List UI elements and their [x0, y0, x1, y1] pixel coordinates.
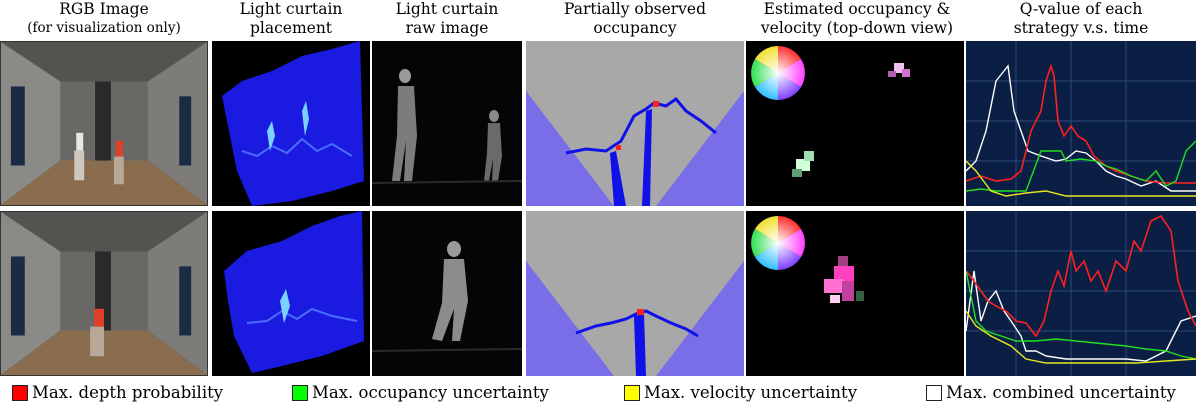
- series-green: [966, 140, 1196, 192]
- header-line1: Light curtain: [239, 0, 343, 18]
- legend-item-velocity-uncertainty: Max. velocity uncertainty: [624, 383, 857, 403]
- header-line2: raw image: [405, 19, 489, 37]
- partial-occupancy-1: [526, 41, 744, 206]
- legend-swatch-green: [292, 385, 308, 401]
- header-partially-observed: Partially observed occupancy: [526, 0, 744, 38]
- estimated-occupancy-2: [746, 211, 964, 376]
- series-white: [966, 270, 1196, 362]
- header-line1: Q-value of each: [1019, 0, 1143, 18]
- header-line1: Estimated occupancy &: [763, 0, 951, 18]
- estimated-occupancy-1: [746, 41, 964, 206]
- legend-item-combined-uncertainty: Max. combined uncertainty: [926, 383, 1176, 403]
- color-wheel-icon: [751, 216, 805, 270]
- legend-label: Max. occupancy uncertainty: [312, 383, 549, 402]
- series-yellow: [966, 310, 1196, 364]
- header-light-curtain-raw: Light curtain raw image: [372, 0, 522, 38]
- header-line2: velocity (top-down view): [760, 19, 954, 37]
- series-red: [966, 63, 1196, 184]
- rgb-image-1: [0, 41, 208, 206]
- rgb-image-2: [0, 211, 208, 376]
- header-rgb-image: RGB Image (for visualization only): [0, 0, 208, 38]
- legend-swatch-white: [926, 385, 942, 401]
- q-value-plot-2: [966, 211, 1196, 376]
- curtain-placement-1: [212, 41, 370, 206]
- header-line1: Partially observed: [563, 0, 707, 18]
- curtain-raw-1: [372, 41, 522, 206]
- legend-item-occupancy-uncertainty: Max. occupancy uncertainty: [292, 383, 549, 403]
- series-green: [966, 270, 1196, 360]
- header-line2: strategy v.s. time: [1013, 19, 1149, 37]
- header-line2: occupancy: [593, 19, 677, 37]
- series-white: [966, 64, 1196, 192]
- legend-swatch-yellow: [624, 385, 640, 401]
- legend-label: Max. velocity uncertainty: [644, 383, 858, 402]
- legend-label: Max. combined uncertainty: [946, 383, 1176, 402]
- header-q-value: Q-value of each strategy v.s. time: [966, 0, 1196, 38]
- series-red: [966, 214, 1196, 338]
- header-line1: RGB Image: [59, 0, 149, 18]
- header-line2: placement: [249, 19, 333, 37]
- q-value-plot-1: [966, 41, 1196, 206]
- series-yellow: [966, 160, 1196, 197]
- curtain-placement-2: [212, 211, 370, 376]
- legend-item-depth-probability: Max. depth probability: [12, 383, 223, 403]
- header-line1: Light curtain: [395, 0, 499, 18]
- color-wheel-icon: [751, 46, 805, 100]
- curtain-raw-2: [372, 211, 522, 376]
- header-light-curtain-placement: Light curtain placement: [212, 0, 370, 38]
- legend-label: Max. depth probability: [32, 383, 224, 402]
- header-estimated-occupancy: Estimated occupancy & velocity (top-down…: [746, 0, 968, 38]
- header-line2: (for visualization only): [27, 20, 181, 36]
- legend-swatch-red: [12, 385, 28, 401]
- partial-occupancy-2: [526, 211, 744, 376]
